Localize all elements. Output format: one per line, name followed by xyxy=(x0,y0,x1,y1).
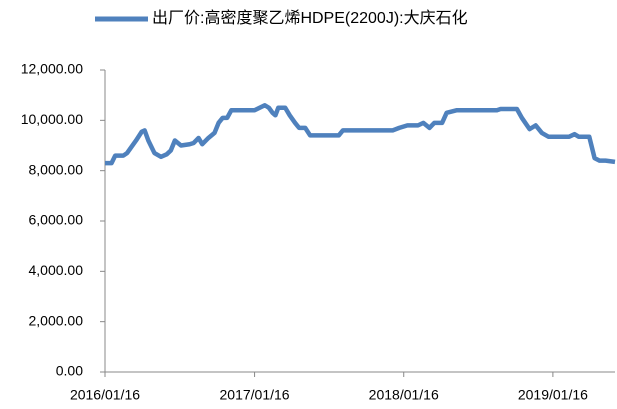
x-tick-label: 2018/01/16 xyxy=(369,387,439,403)
y-tick-label: 12,000.00 xyxy=(21,61,83,77)
y-tick-label: 4,000.00 xyxy=(29,262,84,278)
legend-label: 出厂价:高密度聚乙烯HDPE(2200J):大庆石化 xyxy=(152,9,468,27)
y-tick-label: 2,000.00 xyxy=(29,312,84,328)
y-tick-label: 6,000.00 xyxy=(29,212,84,228)
y-tick-label: 10,000.00 xyxy=(21,111,83,127)
x-tick-label: 2019/01/16 xyxy=(518,387,588,403)
x-tick-label: 2016/01/16 xyxy=(70,387,140,403)
x-tick-label: 2017/01/16 xyxy=(220,387,290,403)
y-tick-label: 0.00 xyxy=(56,363,83,379)
series-line xyxy=(105,102,616,166)
y-tick-label: 8,000.00 xyxy=(29,161,84,177)
